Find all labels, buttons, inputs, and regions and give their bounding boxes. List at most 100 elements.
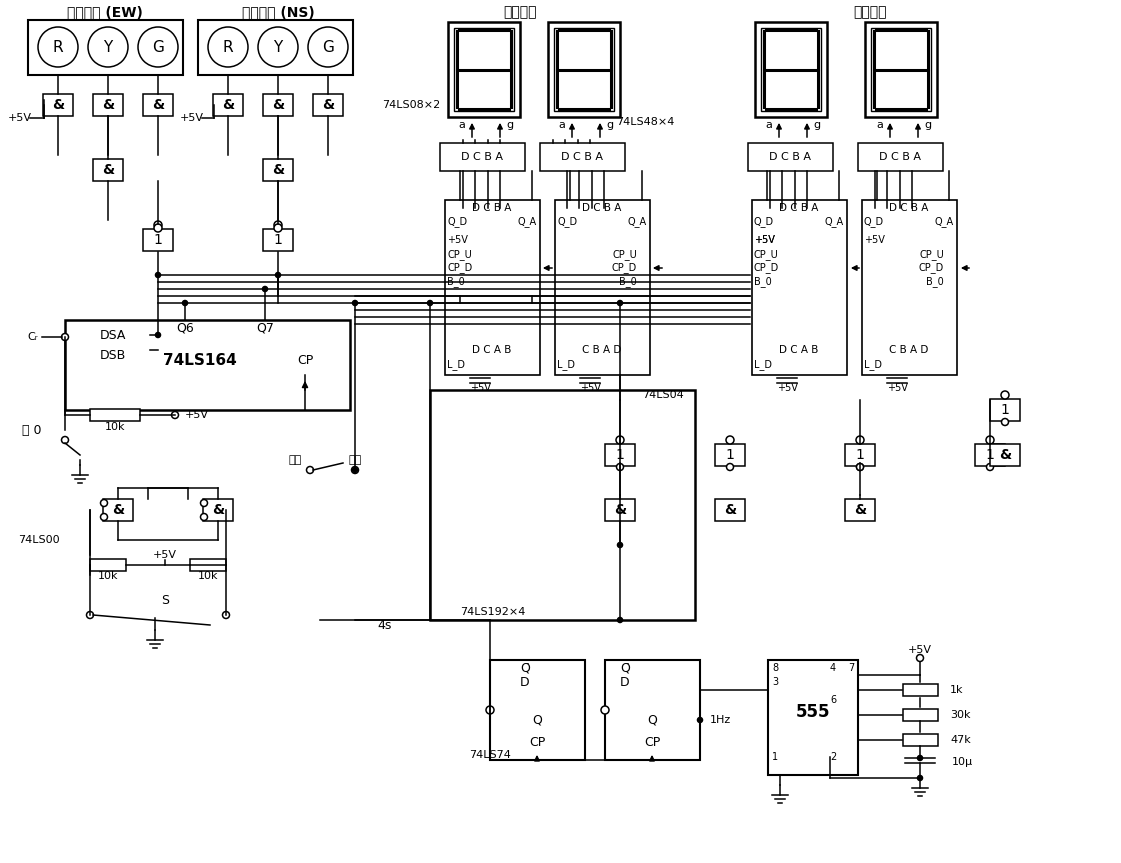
Text: 清 0: 清 0: [22, 424, 41, 437]
Text: 1: 1: [274, 233, 282, 247]
Circle shape: [138, 27, 178, 67]
Circle shape: [601, 706, 609, 714]
Text: 1: 1: [772, 752, 778, 762]
Text: &: &: [724, 503, 736, 517]
Circle shape: [427, 300, 433, 306]
Bar: [313, 94, 343, 116]
Text: &: &: [999, 448, 1011, 462]
Text: a: a: [558, 120, 565, 130]
Text: g: g: [925, 120, 932, 130]
Circle shape: [856, 463, 863, 470]
Text: CP: CP: [297, 354, 313, 367]
Bar: [715, 499, 745, 521]
Text: +5V: +5V: [180, 113, 204, 123]
Text: 自动: 自动: [349, 455, 362, 465]
Text: &: &: [272, 163, 284, 177]
Text: &: &: [272, 98, 284, 112]
Bar: [990, 444, 1020, 466]
Text: C B A D: C B A D: [889, 345, 928, 355]
Circle shape: [618, 300, 622, 306]
Text: D C A B: D C A B: [472, 345, 511, 355]
Circle shape: [1001, 419, 1009, 425]
Circle shape: [276, 273, 280, 278]
Circle shape: [352, 467, 359, 474]
Circle shape: [856, 463, 863, 470]
Text: Q_A: Q_A: [518, 217, 537, 228]
Text: &: &: [222, 98, 234, 112]
Text: 74LS04: 74LS04: [642, 390, 684, 400]
Bar: [858, 143, 943, 171]
Text: +5V: +5V: [754, 235, 775, 245]
Text: CP_U: CP_U: [447, 249, 472, 261]
Text: +5V: +5V: [152, 550, 177, 560]
Bar: [90, 559, 126, 571]
Text: B_0: B_0: [619, 276, 637, 287]
Text: CP_D: CP_D: [612, 262, 637, 274]
Circle shape: [201, 500, 207, 507]
Bar: [430, 390, 695, 620]
Bar: [263, 229, 293, 251]
Bar: [845, 444, 876, 466]
Text: +5V: +5V: [864, 235, 884, 245]
Text: 10k: 10k: [197, 571, 219, 581]
Bar: [103, 499, 133, 521]
Circle shape: [726, 436, 734, 444]
Bar: [752, 200, 847, 375]
Text: D: D: [520, 676, 529, 689]
Circle shape: [274, 221, 282, 229]
Text: 74LS192×4: 74LS192×4: [460, 607, 526, 617]
Bar: [263, 94, 293, 116]
Text: 555: 555: [796, 703, 831, 721]
Text: CP: CP: [529, 735, 545, 748]
Text: 8: 8: [772, 663, 778, 673]
Text: &: &: [52, 98, 64, 112]
Circle shape: [274, 224, 282, 232]
Text: 6: 6: [830, 695, 836, 705]
Bar: [540, 143, 626, 171]
Bar: [90, 409, 140, 421]
Text: D C B A: D C B A: [879, 152, 921, 162]
Bar: [862, 200, 957, 375]
Text: a: a: [877, 120, 883, 130]
Bar: [143, 94, 173, 116]
Text: 4: 4: [830, 663, 836, 673]
Bar: [756, 22, 827, 117]
Circle shape: [618, 543, 622, 547]
Text: g: g: [507, 120, 513, 130]
Circle shape: [62, 437, 68, 444]
Bar: [902, 709, 937, 721]
Text: D C B A: D C B A: [582, 203, 622, 213]
Text: L_D: L_D: [754, 360, 772, 370]
Circle shape: [917, 755, 923, 760]
Text: +5V: +5V: [185, 410, 209, 420]
Text: D C B A: D C B A: [560, 152, 603, 162]
Bar: [189, 559, 226, 571]
Text: &: &: [102, 98, 114, 112]
Text: D C B A: D C B A: [461, 152, 503, 162]
Text: 1: 1: [985, 448, 994, 462]
Bar: [441, 143, 525, 171]
Text: B_0: B_0: [754, 276, 771, 287]
Text: S: S: [161, 594, 169, 607]
Bar: [43, 94, 73, 116]
Circle shape: [209, 27, 248, 67]
Text: 74LS164: 74LS164: [164, 352, 237, 368]
Bar: [445, 200, 540, 375]
Text: Q7: Q7: [256, 322, 274, 335]
Bar: [198, 20, 353, 75]
Circle shape: [262, 287, 268, 292]
Circle shape: [172, 412, 178, 419]
Text: 10k: 10k: [98, 571, 118, 581]
Text: D C A B: D C A B: [779, 345, 818, 355]
Bar: [454, 28, 515, 111]
Text: D C B A: D C B A: [779, 203, 818, 213]
Bar: [548, 22, 620, 117]
Text: CP_D: CP_D: [754, 262, 779, 274]
Text: Q̄: Q̄: [620, 662, 630, 675]
Bar: [605, 660, 700, 760]
Bar: [902, 734, 937, 746]
Text: &: &: [112, 503, 124, 517]
Circle shape: [917, 776, 923, 780]
Text: 10μ: 10μ: [952, 757, 973, 767]
Text: +5V: +5V: [470, 383, 491, 393]
